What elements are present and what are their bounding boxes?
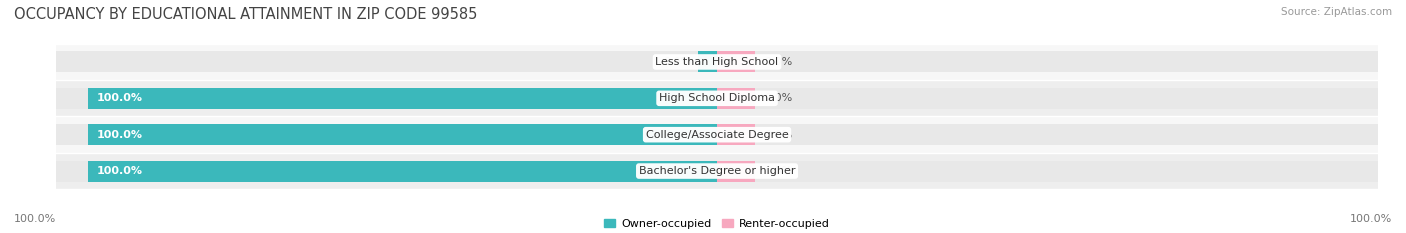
- Bar: [87, 161, 717, 182]
- Text: 0.0%: 0.0%: [765, 57, 793, 67]
- Text: 100.0%: 100.0%: [97, 93, 143, 103]
- Bar: [87, 124, 717, 145]
- Text: 100.0%: 100.0%: [97, 130, 143, 140]
- Text: 0.0%: 0.0%: [765, 93, 793, 103]
- Text: 0.0%: 0.0%: [664, 57, 692, 67]
- Bar: [56, 153, 1378, 189]
- Bar: [56, 44, 1378, 80]
- Bar: [699, 51, 717, 72]
- Text: Bachelor's Degree or higher: Bachelor's Degree or higher: [638, 166, 796, 176]
- Text: 0.0%: 0.0%: [765, 166, 793, 176]
- Bar: [56, 88, 1378, 109]
- Bar: [717, 124, 755, 145]
- Bar: [56, 80, 1378, 116]
- Text: 0.0%: 0.0%: [765, 130, 793, 140]
- Text: 100.0%: 100.0%: [14, 214, 56, 224]
- Text: Less than High School: Less than High School: [655, 57, 779, 67]
- Bar: [87, 88, 717, 109]
- Bar: [717, 51, 755, 72]
- Bar: [56, 124, 1378, 145]
- Bar: [56, 51, 1378, 72]
- Bar: [56, 116, 1378, 153]
- Bar: [717, 88, 755, 109]
- Text: College/Associate Degree: College/Associate Degree: [645, 130, 789, 140]
- Text: 100.0%: 100.0%: [97, 166, 143, 176]
- Bar: [56, 161, 1378, 182]
- Bar: [717, 161, 755, 182]
- Text: OCCUPANCY BY EDUCATIONAL ATTAINMENT IN ZIP CODE 99585: OCCUPANCY BY EDUCATIONAL ATTAINMENT IN Z…: [14, 7, 478, 22]
- Text: High School Diploma: High School Diploma: [659, 93, 775, 103]
- Legend: Owner-occupied, Renter-occupied: Owner-occupied, Renter-occupied: [600, 214, 834, 233]
- Text: 100.0%: 100.0%: [1350, 214, 1392, 224]
- Text: Source: ZipAtlas.com: Source: ZipAtlas.com: [1281, 7, 1392, 17]
